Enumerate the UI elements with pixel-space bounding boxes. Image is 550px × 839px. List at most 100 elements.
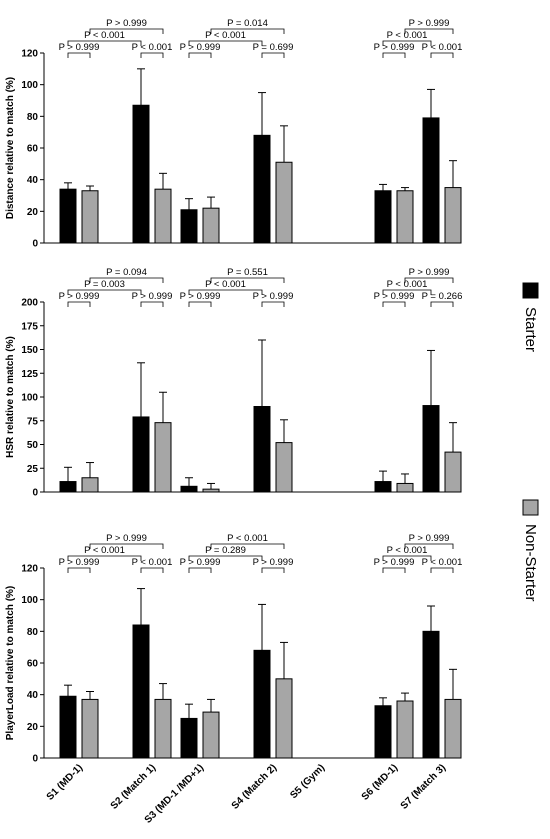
chart-panel-1: 0 20 40 60 80 100 120 Distance relative to matc… xyxy=(5,18,462,250)
significance-bracket xyxy=(67,289,142,295)
significance-bracket xyxy=(188,555,263,561)
bar-non-starter xyxy=(81,698,99,759)
bar-starter xyxy=(374,481,392,493)
p-value-label: P > 0.999 xyxy=(180,557,221,568)
significance-bracket xyxy=(89,277,164,283)
y-tick-label: 150 xyxy=(21,345,38,356)
bar-starter xyxy=(59,188,77,244)
p-value-label: P > 0.999 xyxy=(409,267,450,278)
significance-bracket xyxy=(404,277,454,283)
bar-non-starter xyxy=(275,161,293,244)
y-axis-label: Distance relative to match (%) xyxy=(5,77,16,219)
x-category-label: S4 (Match 2) xyxy=(230,762,279,811)
bar-starter xyxy=(132,416,150,493)
p-value-label: P > 0.999 xyxy=(59,557,100,568)
bar-non-starter xyxy=(396,482,414,493)
bar-non-starter xyxy=(81,477,99,493)
p-value-label: P < 0.001 xyxy=(84,545,125,556)
significance-bracket xyxy=(382,40,432,46)
p-value-label: P > 0.999 xyxy=(132,291,173,302)
x-category-label: S7 (Match 3) xyxy=(399,762,448,811)
p-value-label: P < 0.001 xyxy=(132,42,173,53)
significance-bracket xyxy=(430,567,454,573)
significance-bracket xyxy=(188,40,263,46)
bar-starter xyxy=(253,406,271,493)
y-tick-label: 40 xyxy=(27,690,39,701)
significance-bracket xyxy=(382,555,432,561)
p-value-label: P < 0.001 xyxy=(84,30,125,41)
panels: 0 20 40 60 80 100 120 Distance relative to matc… xyxy=(5,18,462,826)
p-value-label: P > 0.999 xyxy=(253,291,294,302)
y-tick-label: 60 xyxy=(27,659,39,670)
p-value-label: P < 0.001 xyxy=(227,533,268,544)
y-tick-label: 50 xyxy=(27,440,39,451)
category-labels: S1 (MD-1) S2 (Match 1)S3 (MD-1 /MD+1) S4 (… xyxy=(45,762,448,825)
y-tick-label: 100 xyxy=(21,80,38,91)
significance-bracket xyxy=(430,52,454,58)
y-tick-label: 60 xyxy=(27,144,39,155)
significance-bracket xyxy=(404,543,454,549)
p-value-label: P > 0.999 xyxy=(374,291,415,302)
x-category-label: S2 (Match 1) xyxy=(109,762,158,811)
bar-non-starter xyxy=(275,678,293,759)
y-tick-label: 100 xyxy=(21,393,38,404)
p-value-label: P > 0.999 xyxy=(374,557,415,568)
significance-bracket xyxy=(210,28,285,34)
y-tick-label: 100 xyxy=(21,595,38,606)
p-value-label: P > 0.999 xyxy=(59,42,100,53)
y-tick-label: 0 xyxy=(32,488,38,499)
significance-bracket xyxy=(89,28,164,34)
bar-starter xyxy=(59,481,77,493)
bar-starter xyxy=(422,630,440,759)
y-axis-label: PlayerLoad relative to match (%) xyxy=(5,586,16,741)
significance-bracket xyxy=(430,301,454,307)
bar-non-starter xyxy=(444,187,462,244)
legend-swatch-starter xyxy=(522,282,539,299)
p-value-label: P > 0.999 xyxy=(253,557,294,568)
bar-starter xyxy=(180,485,198,493)
p-value-label: P < 0.001 xyxy=(205,279,246,290)
bar-non-starter xyxy=(396,700,414,759)
y-tick-label: 25 xyxy=(27,464,39,475)
significance-bracket xyxy=(89,543,164,549)
chart-panel-3: 0 20 40 60 80 100 120 PlayerLoad relative to ma… xyxy=(5,533,462,765)
legend-swatch-non-starter xyxy=(522,499,539,516)
significance-bracket xyxy=(140,567,164,573)
p-value-label: P = 0.014 xyxy=(227,18,268,29)
bar-non-starter xyxy=(154,188,172,244)
significance-bracket xyxy=(67,301,91,307)
bar-starter xyxy=(180,717,198,759)
p-value-label: P = 0.094 xyxy=(106,267,147,278)
significance-bracket xyxy=(382,301,406,307)
bar-non-starter xyxy=(81,190,99,244)
significance-bracket xyxy=(382,52,406,58)
y-tick-label: 75 xyxy=(27,416,39,427)
bar-starter xyxy=(422,405,440,493)
significance-bracket xyxy=(261,301,285,307)
significance-bracket xyxy=(404,28,454,34)
x-category-label: S6 (MD-1) xyxy=(360,762,400,802)
bar-starter xyxy=(180,209,198,244)
p-value-label: P = 0.551 xyxy=(227,267,268,278)
y-tick-label: 120 xyxy=(21,49,38,60)
y-tick-label: 200 xyxy=(21,298,38,309)
p-value-label: P > 0.999 xyxy=(106,18,147,29)
p-value-label: P > 0.999 xyxy=(409,533,450,544)
bar-starter xyxy=(253,649,271,759)
bar-non-starter xyxy=(154,698,172,759)
chart-panel-2: 0 25 50 75 100 125 150 175 200 HSR relative to ma… xyxy=(5,267,462,499)
bar-non-starter xyxy=(444,451,462,493)
significance-bracket xyxy=(140,301,164,307)
p-value-label: P < 0.001 xyxy=(387,279,428,290)
y-tick-label: 175 xyxy=(21,321,38,332)
significance-bracket xyxy=(382,289,432,295)
significance-bracket xyxy=(261,567,285,573)
p-value-label: P > 0.999 xyxy=(106,533,147,544)
y-tick-label: 0 xyxy=(32,754,38,765)
bar-starter xyxy=(59,695,77,759)
significance-bracket xyxy=(188,567,212,573)
significance-bracket xyxy=(140,52,164,58)
bar-starter xyxy=(253,134,271,244)
bar-non-starter xyxy=(202,711,220,759)
